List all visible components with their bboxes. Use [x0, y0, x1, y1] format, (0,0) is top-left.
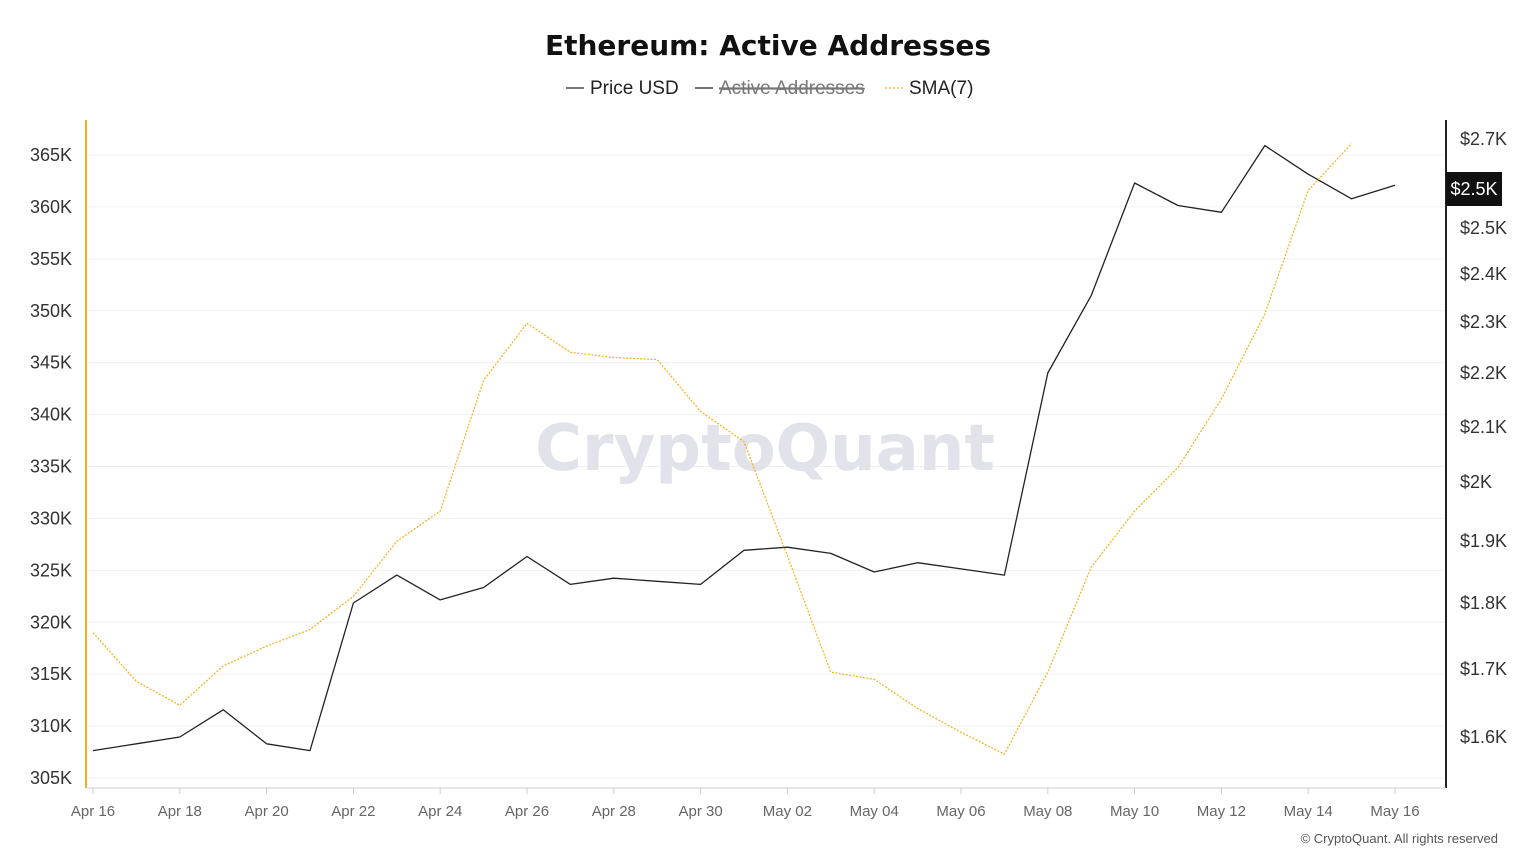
left-tick-label: 335K [30, 457, 72, 477]
series-lines [92, 143, 1396, 755]
right-axis-ticks: $1.6K $1.7K $1.8K $1.9K $2K $2.1K $2.2K $2.3K $2… [1460, 129, 1507, 747]
right-tick-label: $2.1K [1460, 417, 1507, 437]
left-tick-label: 310K [30, 716, 72, 736]
right-tick-label: $1.6K [1460, 727, 1507, 747]
x-tick-label: May 10 [1110, 803, 1159, 820]
x-tick-label: Apr 22 [331, 803, 375, 820]
x-tick-label: May 12 [1197, 803, 1246, 820]
series-line-price-usd [92, 144, 1396, 752]
left-tick-label: 330K [30, 508, 72, 528]
current-value-badge: $2.5K [1446, 172, 1502, 206]
right-tick-label: $2.4K [1460, 264, 1507, 284]
right-tick-label: $2.3K [1460, 312, 1507, 332]
legend-label-price[interactable]: Price USD [590, 78, 679, 99]
right-tick-label: $2K [1460, 472, 1492, 492]
x-tick-label: Apr 26 [505, 803, 549, 820]
right-tick-label: $1.8K [1460, 593, 1507, 613]
left-tick-label: 315K [30, 664, 72, 684]
right-tick-label: $2.7K [1460, 129, 1507, 149]
gridlines [88, 154, 1444, 779]
right-tick-label: $1.9K [1460, 531, 1507, 551]
left-tick-label: 345K [30, 353, 72, 373]
right-tick-label: $2.5K [1460, 218, 1507, 238]
x-tick-label: Apr 20 [244, 803, 288, 820]
left-axis-ticks: 305K 310K 315K 320K 325K 330K 335K 340K 345K 350K… [30, 145, 72, 788]
right-tick-label: $2.2K [1460, 363, 1507, 383]
current-value-badge-bg [1446, 172, 1502, 206]
left-tick-label: 360K [30, 197, 72, 217]
x-tick-label: Apr 30 [678, 803, 722, 820]
x-tick-label: Apr 16 [71, 803, 115, 820]
chart-title: Ethereum: Active Addresses [545, 29, 991, 62]
x-tick-label: May 06 [936, 803, 985, 820]
watermark: CryptoQuant [535, 412, 995, 486]
left-tick-label: 355K [30, 249, 72, 269]
left-tick-label: 325K [30, 560, 72, 580]
legend-label-sma[interactable]: SMA(7) [909, 78, 973, 99]
legend: Price USD Active Addresses SMA(7) [566, 78, 973, 99]
x-tick-label: May 02 [763, 803, 812, 820]
x-tick-label: May 08 [1023, 803, 1072, 820]
left-tick-label: 340K [30, 405, 72, 425]
x-tick-label: May 16 [1370, 803, 1419, 820]
x-tick-label: May 04 [850, 803, 899, 820]
x-axis-ticks: Apr 16 Apr 18 Apr 20 Apr 22 Apr 24 Apr 26 Apr … [71, 788, 1420, 820]
x-tick-label: Apr 28 [592, 803, 636, 820]
series-line-sma-7 [92, 143, 1353, 755]
left-tick-label: 305K [30, 768, 72, 788]
left-tick-label: 350K [30, 301, 72, 321]
x-tick-label: Apr 24 [418, 803, 462, 820]
right-tick-label: $1.7K [1460, 659, 1507, 679]
left-tick-label: 365K [30, 145, 72, 165]
current-value-label: $2.5K [1450, 179, 1497, 199]
x-tick-label: May 14 [1284, 803, 1333, 820]
x-tick-label: Apr 18 [158, 803, 202, 820]
copyright: © CryptoQuant. All rights reserved [1301, 831, 1498, 846]
left-tick-label: 320K [30, 612, 72, 632]
